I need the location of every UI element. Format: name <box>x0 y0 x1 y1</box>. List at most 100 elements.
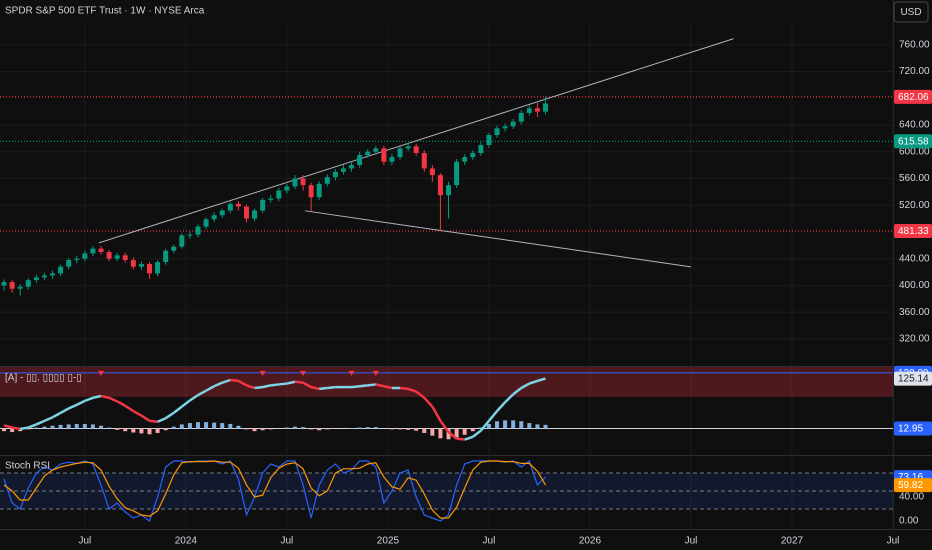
y-tick-label: 720.00 <box>899 66 930 77</box>
candle-body <box>324 177 330 184</box>
candle-body <box>365 151 371 156</box>
histogram-bar <box>511 420 516 429</box>
oscillator-segment <box>189 394 199 402</box>
histogram-bar <box>18 428 23 432</box>
histogram-bar <box>147 428 152 435</box>
signal-band <box>0 366 893 397</box>
candle-body <box>114 255 120 259</box>
candle-body <box>41 275 47 278</box>
candle-body <box>357 155 363 166</box>
last-value-label: 125.14 <box>898 374 929 385</box>
oscillator-segment <box>116 400 126 407</box>
candle-body <box>526 108 532 113</box>
x-tick-label: Jul <box>483 536 496 547</box>
currency-button[interactable] <box>893 1 929 23</box>
candle-body <box>1 282 7 286</box>
series-line <box>3 460 546 522</box>
histogram-bar <box>58 424 63 429</box>
oscillator-segment <box>221 378 231 384</box>
histogram-bar <box>187 423 192 429</box>
oscillator-segment <box>537 377 546 383</box>
oscillator-segment <box>302 381 312 389</box>
histogram-bar <box>204 422 209 429</box>
oscillator-segment <box>464 435 474 441</box>
oscillator-segment <box>68 403 78 410</box>
oscillator-segment <box>479 420 490 432</box>
oscillator-segment <box>51 411 62 419</box>
indicator-title: [A] - ▯▯. ▯▯▯▯ ▯-▯ <box>5 373 82 384</box>
x-tick-label: 2024 <box>175 536 198 547</box>
histogram-bar <box>325 428 330 430</box>
oscillator-segment <box>423 396 434 408</box>
oscillator-segment <box>270 383 279 387</box>
candle-body <box>292 178 298 187</box>
histogram-bar <box>365 427 370 429</box>
histogram-bar <box>527 423 532 429</box>
candle-body <box>138 264 144 267</box>
currency-label[interactable]: USD <box>900 7 921 18</box>
candle-body <box>219 210 225 216</box>
histogram-bar <box>438 428 443 439</box>
histogram-bar <box>10 428 15 433</box>
level-label: 682.06 <box>898 92 929 103</box>
histogram-bar <box>503 420 508 429</box>
candle-body <box>33 277 39 281</box>
y-tick-label: 0.00 <box>899 516 919 527</box>
price-axis <box>893 0 932 550</box>
candle-body <box>211 215 217 220</box>
histogram-bar <box>446 428 451 440</box>
oscillator-segment <box>351 384 360 389</box>
x-tick-label: Jul <box>887 536 900 547</box>
histogram-bar <box>317 428 322 431</box>
histogram-bar <box>42 426 47 429</box>
candle-body <box>397 148 403 158</box>
histogram-bar <box>486 423 491 429</box>
x-tick-label: 2025 <box>377 536 400 547</box>
last-value-label-box <box>894 371 932 386</box>
candle-body <box>332 171 338 178</box>
level-label: 615.58 <box>898 136 929 147</box>
histogram-bar <box>292 426 297 429</box>
y-tick-label: 440.00 <box>899 253 930 264</box>
histogram-bar <box>107 427 112 429</box>
candle-body <box>9 282 15 289</box>
candle-body <box>98 248 104 253</box>
histogram-bar <box>212 422 217 429</box>
candle-body <box>502 126 508 129</box>
candle-body <box>486 134 492 146</box>
oscillator-segment <box>254 385 263 390</box>
histogram-bar <box>454 428 459 438</box>
oscillator-segment <box>286 380 296 385</box>
histogram-bar <box>171 426 176 429</box>
last-value-label: 59.82 <box>898 480 923 491</box>
x-tick-label: Jul <box>280 536 293 547</box>
histogram-bar <box>543 424 548 429</box>
layer <box>1 38 734 522</box>
histogram-bar <box>284 427 289 429</box>
candle-body <box>429 168 435 176</box>
candle-body <box>187 234 193 236</box>
histogram-bar <box>66 424 71 429</box>
candle-body <box>203 219 209 227</box>
signal-marker <box>300 370 307 376</box>
oscillator-segment <box>237 379 248 387</box>
oscillator-segment <box>359 384 368 388</box>
candle-body <box>171 246 177 251</box>
histogram-bar <box>268 428 273 430</box>
candle-body <box>25 280 31 287</box>
candle-body <box>235 203 241 207</box>
candle-body <box>106 252 112 259</box>
level-label-box <box>894 89 932 104</box>
y-tick-label: 640.00 <box>899 120 930 131</box>
histogram-bar <box>406 428 411 430</box>
oscillator-segment <box>294 380 304 384</box>
oscillator-segment <box>213 381 223 388</box>
y-tick-label: 360.00 <box>899 307 930 318</box>
histogram-bar <box>414 428 419 431</box>
trendline <box>305 210 692 268</box>
indicator-title: Stoch RSI <box>5 461 50 472</box>
oscillator-segment <box>447 431 458 440</box>
candle-body <box>373 148 379 152</box>
histogram-bar <box>99 425 104 429</box>
histogram-bar <box>139 428 144 434</box>
